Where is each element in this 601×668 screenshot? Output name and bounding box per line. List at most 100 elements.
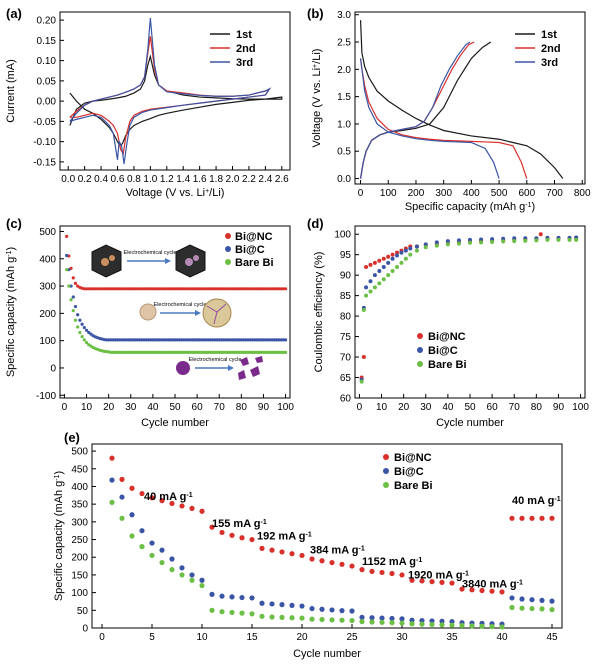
capacity-point-Bare Bi bbox=[71, 309, 75, 313]
capacity-point-Bi@NC bbox=[210, 287, 215, 291]
rate-point-Bi@NC bbox=[459, 586, 465, 592]
capacity-point-Bi@C bbox=[268, 338, 272, 342]
capacity-point-Bi@NC bbox=[133, 287, 137, 291]
capacity-point-Bi@C bbox=[71, 295, 75, 299]
capacity-point-Bi@C bbox=[118, 338, 122, 342]
ce-point-Bare Bi bbox=[574, 237, 579, 242]
capacity-point-Bi@NC bbox=[131, 287, 135, 291]
panel-d-xtick-label: 50 bbox=[464, 402, 476, 413]
ce-point-Bi@C bbox=[399, 250, 404, 255]
capacity-point-Bi@C bbox=[65, 253, 69, 258]
rate-point-Bare Bi bbox=[399, 620, 405, 626]
rate-label-text: 3840 mA g bbox=[462, 578, 517, 590]
panel-a-ytick-label: 0.20 bbox=[37, 16, 57, 27]
rate-point-Bare Bi bbox=[349, 617, 355, 624]
capacity-point-Bare Bi bbox=[228, 350, 232, 355]
capacity-point-Bi@NC bbox=[175, 287, 179, 291]
capacity-point-Bi@NC bbox=[217, 287, 221, 291]
capacity-point-Bare Bi bbox=[113, 350, 117, 355]
capacity-point-Bi@C bbox=[264, 338, 268, 342]
capacity-point-Bi@NC bbox=[261, 287, 266, 291]
rate-point-Bi@C bbox=[259, 600, 265, 606]
rate-point-Bare Bi bbox=[309, 616, 315, 622]
panel-e-ylabel: Specific capacity (mAh g-1) bbox=[53, 471, 65, 601]
capacity-point-Bi@NC bbox=[146, 287, 151, 291]
legend-label-bare-bi: Bare Bi bbox=[428, 359, 467, 371]
capacity-point-Bi@C bbox=[168, 338, 173, 342]
panel-e-xtick-label: 45 bbox=[546, 632, 558, 643]
capacity-point-Bare Bi bbox=[191, 350, 195, 355]
ce-point-Bare Bi bbox=[434, 243, 439, 248]
capacity-point-Bare Bi bbox=[283, 350, 288, 355]
rate-point-Bare Bi bbox=[169, 567, 175, 573]
rate-label-text: 40 mA g bbox=[144, 491, 186, 503]
legend-marker-bi-c bbox=[417, 347, 423, 353]
capacity-point-Bi@NC bbox=[215, 287, 219, 291]
rate-point-Bi@NC bbox=[329, 559, 335, 566]
capacity-point-Bi@NC bbox=[279, 287, 283, 291]
ce-point-Bare Bi bbox=[512, 239, 517, 244]
ce-point-Bi@C bbox=[377, 269, 382, 274]
ce-point-Bi@C bbox=[445, 239, 450, 244]
capacity-point-Bi@C bbox=[122, 338, 126, 342]
panel-b-xlabel-tail: ) bbox=[532, 201, 536, 213]
rate-point-Bi@C bbox=[249, 595, 255, 601]
rate-point-Bi@NC bbox=[159, 498, 165, 504]
capacity-point-Bare Bi bbox=[168, 350, 173, 355]
rate-point-Bi@C bbox=[379, 615, 385, 621]
panel-e-ytick-label: 250 bbox=[71, 535, 88, 546]
rate-point-Bi@C bbox=[339, 608, 345, 614]
capacity-point-Bi@NC bbox=[166, 287, 170, 291]
capacity-point-Bare Bi bbox=[173, 350, 177, 355]
capacity-point-Bare Bi bbox=[213, 350, 217, 355]
panel-e-xtick-label: 40 bbox=[496, 632, 508, 643]
inset-bi-nc: Electrochemical cycle bbox=[91, 244, 206, 278]
capacity-point-Bi@C bbox=[208, 338, 212, 342]
panel-a-ytick-label: -0.15 bbox=[33, 157, 56, 168]
rate-point-Bi@C bbox=[219, 593, 225, 599]
capacity-point-Bi@C bbox=[277, 338, 281, 342]
panel-b-legend: 1st 2nd 3rd bbox=[515, 29, 561, 69]
panel-a-xtick-label: 2.4 bbox=[258, 174, 272, 185]
panel-a-xtick-label: 2.6 bbox=[275, 174, 289, 185]
capacity-point-Bi@C bbox=[135, 338, 140, 342]
ce-point-Bare Bi bbox=[359, 379, 364, 384]
panel-a-xlabel-tail: /Li) bbox=[209, 187, 224, 199]
panel-c-xtick-label: 0 bbox=[62, 402, 68, 413]
capacity-point-Bare Bi bbox=[182, 350, 186, 355]
capacity-point-Bi@NC bbox=[71, 276, 75, 280]
capacity-point-Bare Bi bbox=[250, 350, 255, 355]
capacity-point-Bi@NC bbox=[257, 287, 261, 291]
legend-label-bare-bi: Bare Bi bbox=[394, 480, 433, 492]
panel-e-frame bbox=[91, 443, 563, 629]
rate-point-Bi@NC bbox=[149, 495, 155, 501]
rate-label-sup: -1 bbox=[554, 496, 560, 503]
panel-d-xtick-label: 0 bbox=[357, 402, 363, 413]
capacity-point-Bi@C bbox=[224, 338, 228, 342]
capacity-point-Bi@C bbox=[146, 338, 151, 342]
rate-point-Bi@C bbox=[129, 512, 135, 518]
panel-b-xlabel-main: Specific capacity (mAh g bbox=[405, 201, 525, 213]
capacity-point-Bi@NC bbox=[180, 287, 184, 291]
panel-e-ytick-label: 300 bbox=[71, 517, 88, 528]
rate-point-Bi@NC bbox=[109, 455, 115, 461]
capacity-point-Bare Bi bbox=[135, 350, 140, 355]
capacity-point-Bi@NC bbox=[171, 287, 175, 291]
panel-a-xtick-label: 1.8 bbox=[209, 174, 223, 185]
rate-point-Bare Bi bbox=[149, 552, 155, 559]
ce-point-Bare Bi bbox=[490, 239, 495, 244]
rate-point-Bi@NC bbox=[359, 567, 365, 573]
panel-d-ytick-label: 65 bbox=[340, 373, 352, 384]
panel-a-xtick-label: 2.0 bbox=[226, 174, 240, 185]
capacity-point-Bi@C bbox=[244, 338, 248, 342]
panel-a-xlabel: Voltage (V vs. Li+/Li) bbox=[126, 187, 225, 199]
panel-a-xtick-label: 1.0 bbox=[143, 174, 157, 185]
ce-point-Bi@C bbox=[434, 240, 439, 245]
capacity-point-Bare Bi bbox=[195, 350, 199, 355]
panel-b-ytick-label: 2.0 bbox=[337, 65, 351, 76]
rate-point-Bare Bi bbox=[449, 622, 455, 628]
capacity-point-Bare Bi bbox=[230, 350, 235, 355]
rate-point-Bi@NC bbox=[139, 490, 145, 497]
capacity-point-Bi@NC bbox=[275, 287, 279, 291]
